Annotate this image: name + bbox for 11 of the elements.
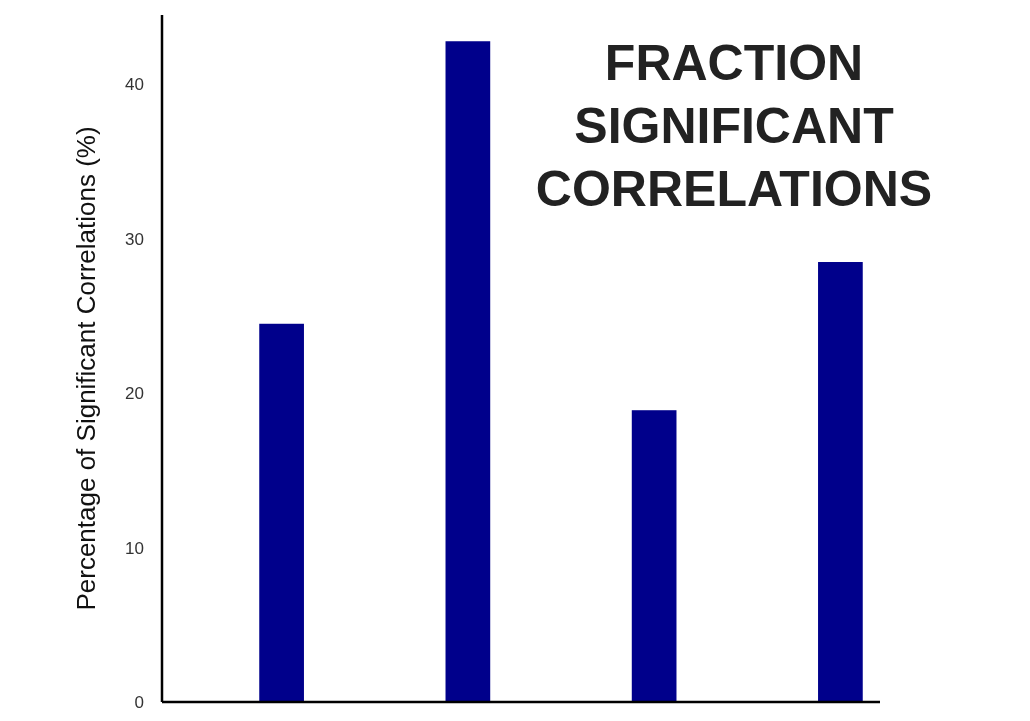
y-tick-label: 0 <box>134 692 144 712</box>
y-axis-title: Percentage of Significant Correlations (%) <box>71 126 101 611</box>
bar <box>631 410 677 702</box>
bar <box>818 262 863 702</box>
bar <box>259 323 304 702</box>
bar <box>445 41 491 702</box>
y-tick-label: 20 <box>125 384 144 404</box>
y-tick-label: 40 <box>125 75 144 95</box>
text: FRACTION SIGNIFICANT CORRELATIONS <box>535 35 933 217</box>
y-tick-label: 10 <box>125 538 144 558</box>
y-tick-label: 30 <box>125 229 144 249</box>
